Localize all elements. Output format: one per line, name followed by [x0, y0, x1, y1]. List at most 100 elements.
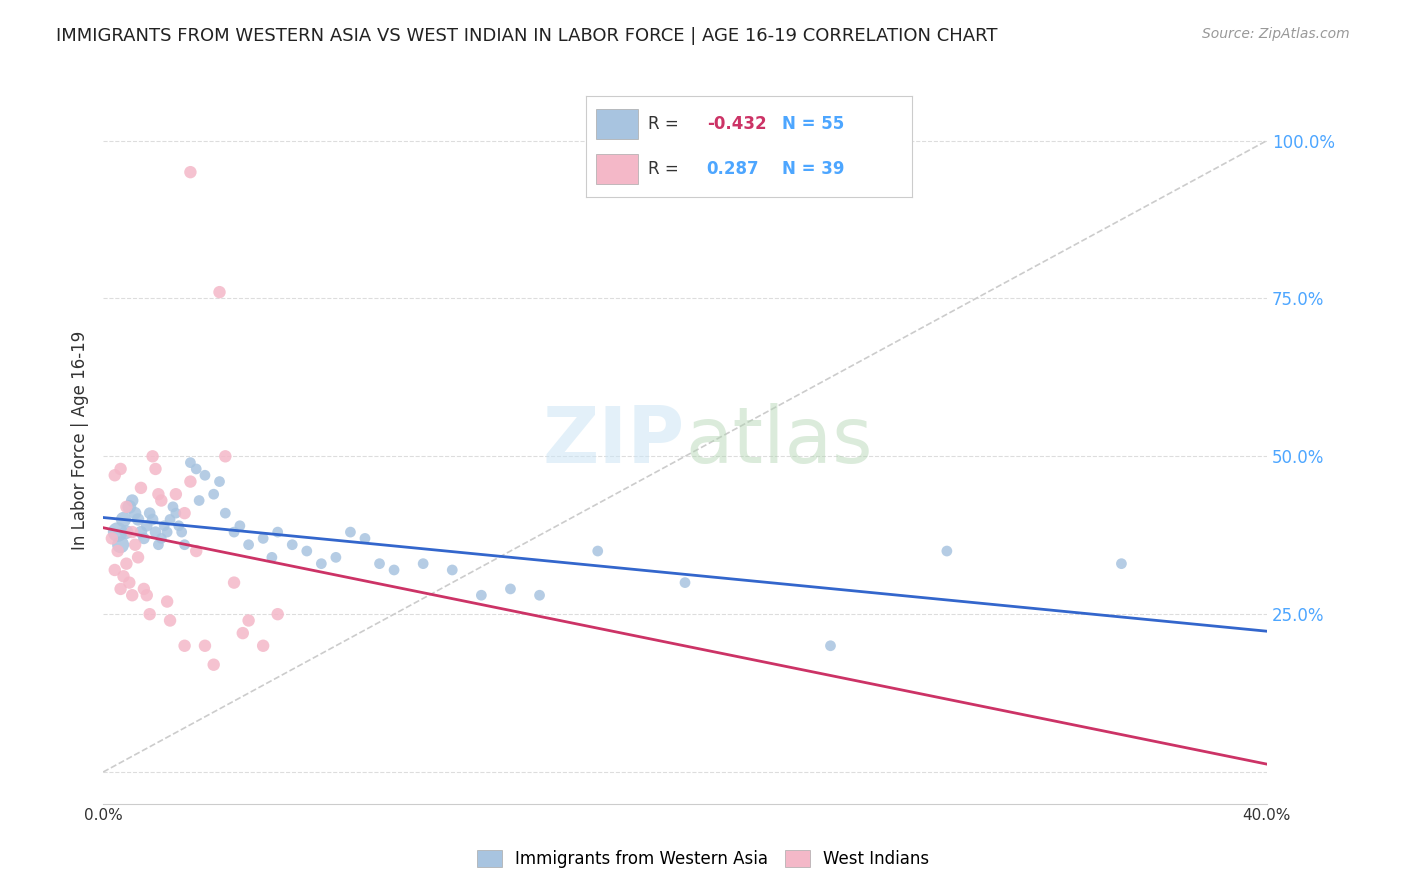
Point	[441, 563, 464, 577]
Point	[673, 575, 696, 590]
Point	[135, 588, 157, 602]
Point	[186, 544, 208, 558]
Point	[115, 500, 138, 514]
Point	[142, 512, 165, 526]
Point	[354, 532, 377, 546]
Point	[208, 475, 231, 489]
Point	[138, 506, 160, 520]
Point	[148, 487, 170, 501]
Point	[194, 468, 217, 483]
Point	[104, 563, 127, 577]
Point	[104, 468, 127, 483]
Point	[156, 525, 179, 540]
Text: ZIP: ZIP	[543, 402, 685, 478]
Point	[170, 525, 193, 540]
Point	[159, 512, 181, 526]
Point	[238, 614, 260, 628]
Point	[222, 525, 245, 540]
Point	[202, 487, 225, 501]
Point	[267, 607, 290, 622]
Y-axis label: In Labor Force | Age 16-19: In Labor Force | Age 16-19	[72, 331, 89, 550]
Point	[820, 639, 842, 653]
Point	[129, 525, 152, 540]
Point	[586, 544, 609, 558]
Point	[148, 538, 170, 552]
Point	[173, 506, 195, 520]
Point	[110, 582, 132, 596]
Point	[499, 582, 522, 596]
Point	[165, 487, 187, 501]
Point	[153, 518, 176, 533]
Point	[101, 532, 124, 546]
Point	[252, 639, 274, 653]
Point	[470, 588, 492, 602]
Point	[150, 493, 173, 508]
Point	[260, 550, 283, 565]
Point	[188, 493, 211, 508]
Point	[529, 588, 551, 602]
Point	[156, 594, 179, 608]
Point	[121, 588, 143, 602]
Point	[165, 506, 187, 520]
Point	[142, 450, 165, 464]
Point	[112, 569, 135, 583]
Point	[1111, 557, 1133, 571]
Point	[339, 525, 361, 540]
Point	[162, 500, 184, 514]
Point	[127, 550, 149, 565]
Point	[145, 525, 167, 540]
Point	[121, 493, 143, 508]
Point	[935, 544, 957, 558]
Point	[186, 462, 208, 476]
Point	[138, 607, 160, 622]
Point	[115, 557, 138, 571]
Point	[124, 538, 146, 552]
Point	[150, 532, 173, 546]
Point	[229, 518, 252, 533]
Point	[267, 525, 290, 540]
Point	[173, 639, 195, 653]
Text: atlas: atlas	[685, 402, 873, 478]
Point	[295, 544, 318, 558]
Point	[124, 506, 146, 520]
Point	[107, 525, 129, 540]
Point	[179, 456, 201, 470]
Point	[112, 512, 135, 526]
Point	[107, 544, 129, 558]
Point	[127, 512, 149, 526]
Point	[368, 557, 391, 571]
Point	[382, 563, 405, 577]
Point	[208, 285, 231, 300]
Point	[179, 475, 201, 489]
Point	[232, 626, 254, 640]
Point	[110, 538, 132, 552]
Point	[311, 557, 333, 571]
Point	[238, 538, 260, 552]
Point	[135, 518, 157, 533]
Point	[118, 575, 141, 590]
Legend: Immigrants from Western Asia, West Indians: Immigrants from Western Asia, West India…	[470, 843, 936, 875]
Point	[145, 462, 167, 476]
Point	[202, 657, 225, 672]
Point	[167, 518, 190, 533]
Point	[115, 525, 138, 540]
Point	[179, 165, 201, 179]
Point	[214, 450, 236, 464]
Point	[412, 557, 434, 571]
Point	[252, 532, 274, 546]
Point	[325, 550, 347, 565]
Point	[110, 462, 132, 476]
Point	[173, 538, 195, 552]
Point	[222, 575, 245, 590]
Point	[159, 614, 181, 628]
Text: Source: ZipAtlas.com: Source: ZipAtlas.com	[1202, 27, 1350, 41]
Point	[281, 538, 304, 552]
Point	[129, 481, 152, 495]
Point	[118, 500, 141, 514]
Point	[121, 525, 143, 540]
Point	[194, 639, 217, 653]
Point	[214, 506, 236, 520]
Point	[132, 532, 155, 546]
Point	[132, 582, 155, 596]
Text: IMMIGRANTS FROM WESTERN ASIA VS WEST INDIAN IN LABOR FORCE | AGE 16-19 CORRELATI: IMMIGRANTS FROM WESTERN ASIA VS WEST IND…	[56, 27, 998, 45]
